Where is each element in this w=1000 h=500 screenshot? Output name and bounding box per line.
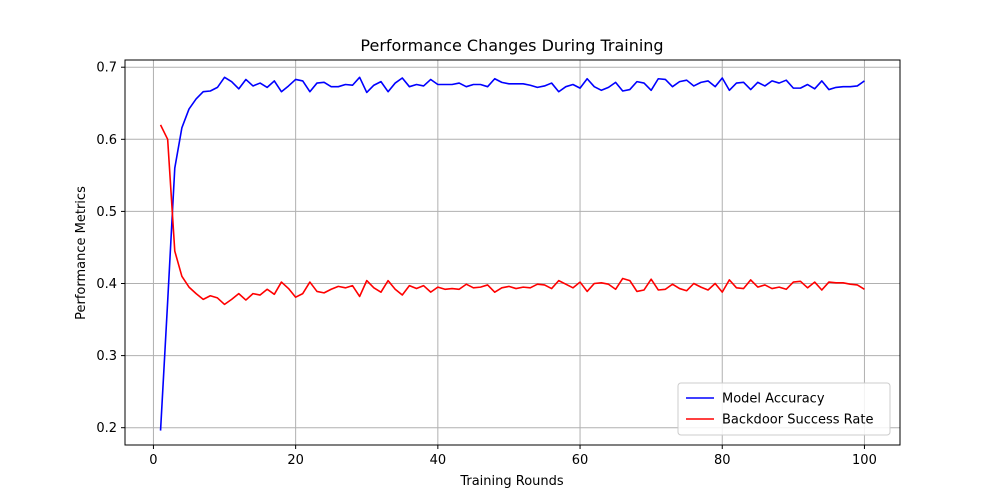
x-axis-ticks: 0 20 40 60 80 100 (149, 445, 877, 468)
x-tick-label: 60 (572, 453, 589, 468)
y-axis-ticks: 0.2 0.3 0.4 0.5 0.6 0.7 (96, 61, 125, 436)
legend: Model Accuracy Backdoor Success Rate (677, 382, 891, 436)
series-lines (159, 76, 865, 431)
series-line-1 (159, 124, 865, 306)
x-tick-label: 20 (287, 453, 304, 468)
series-line-0 (159, 76, 865, 431)
y-tick-label: 0.2 (96, 421, 117, 436)
y-tick-label: 0.3 (96, 349, 117, 364)
y-tick-label: 0.4 (96, 277, 117, 292)
y-axis-label: Performance Metrics (74, 186, 89, 320)
y-tick-label: 0.6 (96, 133, 117, 148)
x-tick-label: 80 (714, 453, 731, 468)
x-tick-label: 40 (430, 453, 447, 468)
plot-frame (124, 59, 901, 446)
x-tick-label: 0 (149, 453, 157, 468)
legend-box (677, 382, 891, 436)
x-tick-label: 100 (852, 453, 877, 468)
legend-label-0: Model Accuracy (722, 392, 825, 407)
y-tick-label: 0.7 (96, 61, 117, 76)
y-tick-label: 0.5 (96, 205, 117, 220)
chart-title: Performance Changes During Training (360, 36, 663, 55)
legend-label-1: Backdoor Success Rate (722, 413, 873, 428)
x-axis-label: Training Rounds (459, 474, 564, 489)
